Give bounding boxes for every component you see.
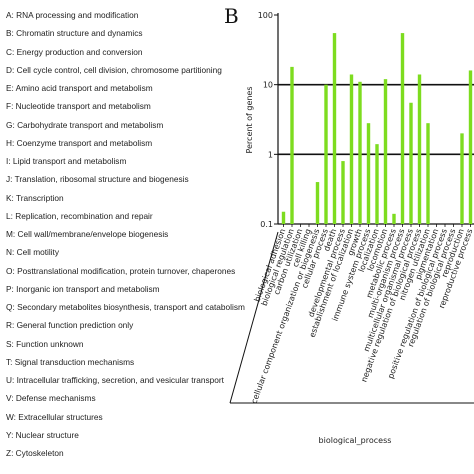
legend-item: W: Extracellular structures <box>6 411 103 422</box>
legend-item: P: Inorganic ion transport and metabolis… <box>6 283 160 294</box>
bar <box>290 66 294 224</box>
y-tick-label: 100 <box>258 11 273 20</box>
legend-item: H: Coenzyme transport and metabolism <box>6 137 153 148</box>
legend-item: M: Cell wall/membrane/envelope biogenesi… <box>6 229 169 239</box>
legend-item: G: Carbohydrate transport and metabolism <box>6 119 164 130</box>
legend-item: J: Translation, ribosomal structure and … <box>6 174 189 185</box>
bar <box>358 81 362 224</box>
panel-label: B <box>224 4 239 28</box>
category-legend: A: RNA processing and modification B: Chr… <box>6 6 245 462</box>
legend-item: Y: Nuclear structure <box>6 429 79 440</box>
bar <box>315 182 320 224</box>
bar <box>341 161 345 224</box>
bar <box>409 102 413 224</box>
legend-item: B: Chromatin structure and dynamics <box>6 28 143 39</box>
bar <box>460 133 464 224</box>
bar <box>281 211 286 224</box>
legend-item: V: Defense mechanisms <box>6 393 96 404</box>
bar <box>383 79 388 224</box>
legend-item: R: General function prediction only <box>6 320 134 331</box>
y-axis-label: Percent of genes <box>245 86 254 153</box>
legend-item: T: Signal transduction mechanisms <box>6 356 135 367</box>
bar <box>366 123 371 224</box>
bar <box>417 74 422 224</box>
legend-item: S: Function unknown <box>6 338 84 349</box>
legend-item: K: Transcription <box>6 192 64 203</box>
bar <box>324 84 328 225</box>
legend-item: C: Energy production and conversion <box>6 46 143 57</box>
legend-item: I: Lipid transport and metabolism <box>6 156 127 166</box>
x-axis-label: biological_process <box>319 436 392 445</box>
y-tick-label: 0.1 <box>260 220 273 229</box>
legend-item: O: Posttranslational modification, prote… <box>6 265 236 276</box>
label-bracket <box>229 231 279 404</box>
bar <box>349 74 354 224</box>
legend-item: U: Intracellular trafficking, secretion,… <box>6 375 224 385</box>
legend-item: E: Amino acid transport and metabolism <box>6 83 153 93</box>
legend-item: Z: Cytoskeleton <box>6 448 64 458</box>
legend-item: Q: Secondary metabolites biosynthesis, t… <box>6 302 245 312</box>
bar <box>468 70 473 224</box>
bar <box>392 213 396 224</box>
legend-item: N: Cell motility <box>6 247 60 258</box>
bar <box>375 144 379 224</box>
legend-item: D: Cell cycle control, cell division, ch… <box>6 64 222 75</box>
bar <box>426 123 430 224</box>
legend-item: A: RNA processing and modification <box>6 10 139 20</box>
y-tick-label: 10 <box>263 81 273 90</box>
bar <box>400 33 405 224</box>
bar <box>332 33 337 224</box>
legend-item: L: Replication, recombination and repair <box>6 210 153 221</box>
y-tick-label: 1 <box>268 150 273 159</box>
legend-item: F: Nucleotide transport and metabolism <box>6 101 151 112</box>
